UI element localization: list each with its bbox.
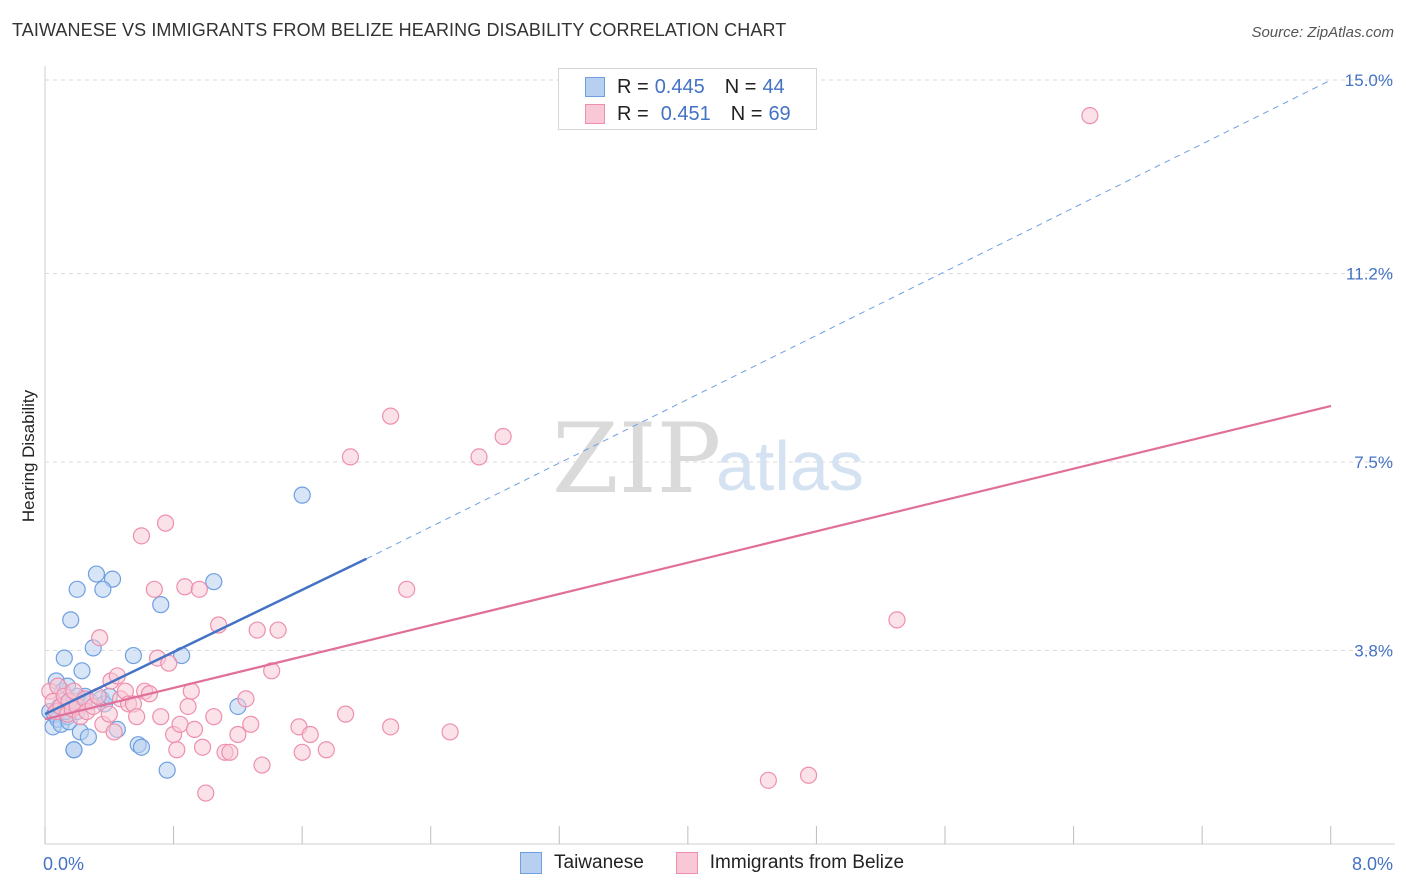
- trend-lines: [44, 79, 1332, 721]
- chart-title: TAIWANESE VS IMMIGRANTS FROM BELIZE HEAR…: [12, 20, 787, 40]
- belize-trend-line: [44, 404, 1332, 721]
- legend-n-value: 69: [768, 102, 791, 125]
- taiwanese-point: [132, 738, 151, 756]
- belize-point: [248, 621, 266, 639]
- belize-point: [132, 527, 151, 545]
- belize-point: [317, 741, 335, 759]
- taiwanese-point: [87, 565, 106, 583]
- y-axis-label: Hearing Disability: [19, 389, 38, 522]
- taiwanese-point: [124, 646, 143, 665]
- taiwanese-point: [65, 741, 83, 759]
- belize-point: [205, 708, 223, 726]
- belize-point: [145, 580, 163, 598]
- x-tick-label-min: 0.0%: [43, 854, 84, 874]
- bottom-legend-label-taiwanese: Taiwanese: [554, 852, 644, 873]
- legend-row-belize: R = 0.451 N = 69: [585, 102, 791, 126]
- belize-point: [190, 580, 208, 598]
- belize-point: [221, 743, 239, 761]
- legend-r-value: 0.451: [660, 102, 711, 125]
- belize-point: [100, 705, 118, 723]
- taiwanese-point: [55, 649, 73, 667]
- belize-point: [91, 629, 109, 647]
- legend: R = 0.445 N = 44 R = 0.451 N = 69: [558, 68, 817, 130]
- belize-point: [152, 708, 170, 726]
- watermark: ZIP atlas: [552, 403, 864, 515]
- tick-labels: 3.8% 7.5% 11.2% 15.0% 0.0% 8.0%: [43, 71, 1393, 874]
- belize-point: [242, 715, 260, 733]
- bottom-legend-swatch-belize: [675, 852, 698, 874]
- source-label: Source: ZipAtlas.com: [1251, 24, 1394, 41]
- taiwanese-point: [152, 596, 170, 614]
- belize-point: [253, 756, 271, 774]
- taiwanese-trend-line: [44, 557, 368, 716]
- taiwanese-point: [293, 486, 311, 504]
- bottom-legend-taiwanese[interactable]: Taiwanese: [520, 852, 644, 874]
- taiwanese-point: [62, 611, 80, 629]
- taiwanese-point: [68, 580, 86, 598]
- y-tick-label: 15.0%: [1345, 71, 1393, 90]
- belize-point: [176, 578, 194, 596]
- y-tick-label: 3.8%: [1354, 641, 1393, 660]
- belize-point: [128, 708, 146, 726]
- belize-point: [171, 715, 189, 733]
- belize-point: [337, 705, 355, 723]
- belize-point: [237, 690, 255, 708]
- legend-r-label: R =: [617, 75, 649, 98]
- legend-row-taiwanese: R = 0.445 N = 44: [585, 75, 785, 99]
- watermark-atlas-text: atlas: [716, 427, 864, 505]
- taiwanese-point: [158, 761, 176, 779]
- watermark-zip-text: ZIP: [552, 403, 721, 515]
- data-points: [41, 107, 1099, 802]
- bottom-legend-belize[interactable]: Immigrants from Belize: [675, 852, 905, 874]
- legend-n-label: N =: [724, 75, 757, 98]
- taiwanese-point: [79, 728, 98, 746]
- belize-point: [293, 743, 311, 761]
- belize-point: [269, 621, 287, 639]
- belize-point: [341, 448, 360, 466]
- belize-point: [799, 766, 818, 784]
- taiwanese-trend-extension: [366, 79, 1332, 560]
- bottom-legend-label-belize: Immigrants from Belize: [709, 852, 905, 873]
- belize-point: [470, 448, 488, 466]
- legend-r-label: R =: [617, 102, 649, 125]
- belize-point: [168, 741, 186, 759]
- belize-point: [1081, 107, 1099, 125]
- y-tick-label: 11.2%: [1346, 265, 1393, 284]
- legend-n-label: N =: [730, 102, 763, 125]
- legend-swatch-taiwanese: [585, 77, 605, 97]
- belize-point: [398, 580, 416, 598]
- legend-n-value: 44: [762, 75, 785, 98]
- belize-point: [382, 718, 400, 736]
- grid: [45, 79, 1395, 651]
- taiwanese-point: [94, 580, 112, 598]
- legend-swatch-belize: [585, 104, 605, 124]
- belize-point: [441, 723, 459, 741]
- belize-point: [263, 662, 281, 680]
- belize-point: [229, 725, 247, 744]
- belize-point: [301, 725, 319, 744]
- bottom-legend-swatch-taiwanese: [520, 852, 542, 874]
- taiwanese-point: [205, 573, 223, 591]
- belize-point: [197, 784, 215, 802]
- belize-point: [179, 697, 197, 716]
- belize-point: [156, 514, 175, 532]
- belize-point: [382, 407, 400, 425]
- belize-point: [888, 611, 906, 629]
- taiwanese-point: [73, 662, 91, 680]
- x-tick-label-max: 8.0%: [1352, 854, 1393, 874]
- belize-point: [185, 720, 204, 739]
- bottom-legend: Taiwanese Immigrants from Belize: [520, 852, 936, 874]
- belize-point: [759, 771, 777, 789]
- y-tick-label: 7.5%: [1354, 453, 1393, 472]
- belize-point: [494, 427, 512, 446]
- belize-point: [193, 738, 212, 756]
- legend-r-value: 0.445: [654, 75, 705, 98]
- belize-point: [105, 723, 123, 741]
